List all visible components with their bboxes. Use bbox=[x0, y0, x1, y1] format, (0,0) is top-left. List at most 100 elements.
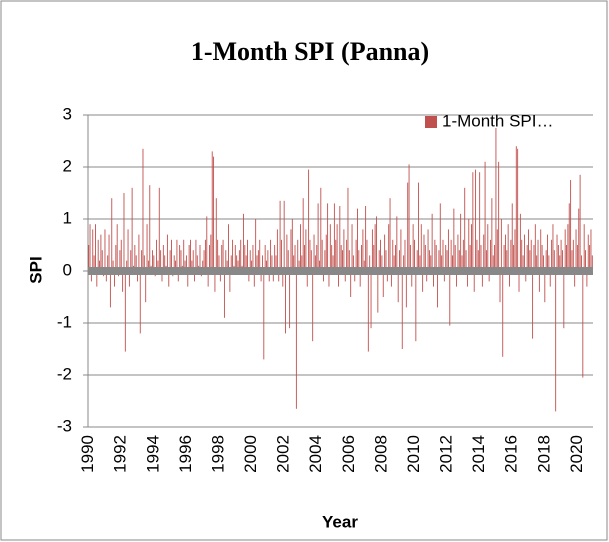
bar bbox=[266, 260, 267, 271]
bar bbox=[397, 271, 399, 303]
bar bbox=[173, 255, 175, 271]
bar bbox=[187, 271, 189, 287]
bar bbox=[450, 239, 452, 271]
bar bbox=[358, 250, 360, 271]
bar bbox=[367, 271, 369, 352]
bar bbox=[481, 271, 483, 287]
x-tick-label: 2002 bbox=[274, 435, 293, 473]
bar bbox=[131, 187, 133, 271]
bar bbox=[499, 271, 501, 303]
bar bbox=[585, 250, 586, 271]
bar bbox=[196, 255, 198, 271]
bar bbox=[145, 271, 147, 303]
bar bbox=[161, 271, 163, 282]
bar bbox=[112, 260, 114, 271]
bar bbox=[447, 229, 449, 271]
bar bbox=[270, 239, 272, 271]
bar bbox=[128, 271, 130, 287]
bar bbox=[164, 255, 166, 271]
bar bbox=[350, 271, 352, 297]
bar bbox=[126, 260, 128, 271]
bar bbox=[519, 213, 521, 271]
bar bbox=[99, 260, 100, 271]
bar bbox=[496, 229, 498, 271]
bar bbox=[194, 271, 196, 282]
bar bbox=[483, 234, 485, 271]
bar bbox=[576, 245, 578, 271]
bar bbox=[271, 255, 273, 271]
bar bbox=[259, 239, 261, 271]
bar bbox=[361, 245, 362, 271]
bar bbox=[390, 271, 392, 287]
bar bbox=[143, 255, 145, 271]
x-tick-label: 1998 bbox=[208, 435, 227, 473]
bar bbox=[252, 245, 254, 271]
bar bbox=[238, 250, 240, 271]
bar bbox=[454, 245, 456, 271]
bar bbox=[95, 224, 96, 271]
bar bbox=[536, 255, 538, 271]
bar bbox=[293, 255, 295, 271]
bar bbox=[149, 185, 151, 271]
bar bbox=[461, 255, 463, 271]
bar bbox=[286, 234, 288, 271]
bar bbox=[484, 161, 486, 271]
bar bbox=[494, 245, 496, 271]
bar bbox=[385, 250, 387, 271]
bar bbox=[521, 239, 523, 271]
bar bbox=[449, 271, 451, 326]
bar bbox=[412, 224, 414, 271]
bar bbox=[202, 260, 204, 271]
x-tick-label: 1990 bbox=[78, 435, 97, 473]
bar bbox=[298, 260, 300, 271]
bar bbox=[249, 250, 251, 271]
bar bbox=[525, 271, 527, 282]
bar bbox=[130, 250, 132, 271]
bar bbox=[116, 224, 118, 271]
bar bbox=[153, 255, 155, 271]
bar bbox=[124, 271, 126, 352]
bar bbox=[324, 250, 326, 271]
bar bbox=[184, 260, 186, 271]
bar bbox=[476, 239, 478, 271]
bar bbox=[242, 213, 244, 271]
bar bbox=[135, 255, 137, 271]
bar bbox=[366, 239, 368, 271]
bar bbox=[559, 255, 561, 271]
bar bbox=[428, 250, 430, 271]
bar bbox=[278, 271, 280, 282]
bar bbox=[381, 255, 383, 271]
bar bbox=[549, 271, 551, 287]
bar bbox=[166, 234, 168, 271]
bar bbox=[190, 239, 191, 271]
bar bbox=[443, 271, 445, 282]
bar bbox=[578, 208, 580, 271]
bar bbox=[355, 239, 357, 271]
bar bbox=[380, 239, 381, 271]
bar bbox=[294, 245, 296, 271]
bar bbox=[469, 245, 471, 271]
bar bbox=[108, 234, 110, 271]
bar bbox=[386, 271, 388, 282]
bar bbox=[392, 239, 394, 271]
bar bbox=[441, 255, 443, 271]
bar bbox=[111, 198, 113, 271]
bar bbox=[327, 203, 329, 271]
bar bbox=[234, 245, 236, 271]
bar bbox=[435, 245, 437, 271]
bar bbox=[480, 245, 482, 271]
bar bbox=[348, 250, 350, 271]
bar bbox=[313, 234, 315, 271]
bar bbox=[562, 250, 563, 271]
bar bbox=[302, 198, 304, 271]
bar bbox=[465, 250, 467, 271]
bar bbox=[530, 239, 532, 271]
bar bbox=[564, 229, 566, 271]
bar bbox=[344, 271, 346, 282]
bar bbox=[511, 203, 513, 271]
bar bbox=[213, 156, 215, 271]
bar bbox=[138, 234, 140, 271]
x-tick-label: 1996 bbox=[176, 435, 195, 473]
bar bbox=[232, 239, 234, 271]
bar bbox=[320, 187, 322, 271]
